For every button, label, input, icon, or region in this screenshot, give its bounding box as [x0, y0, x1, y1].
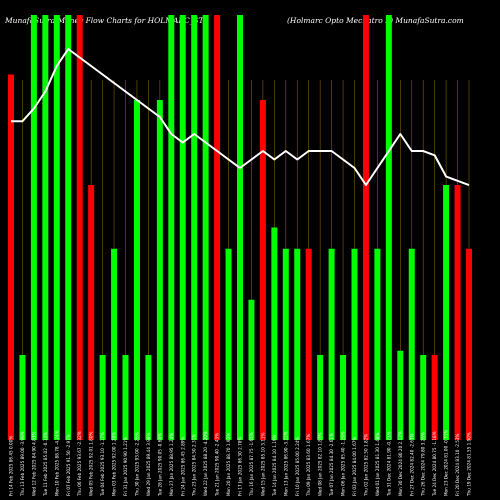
x-tick-label: Fri 03 Jan 2025 84.00 1.67% — [352, 437, 357, 496]
bar — [294, 248, 301, 440]
x-tick-label: Thu 09 Jan 2025 83.60 1.67% — [306, 434, 311, 497]
x-tick-label: Tue 14 Jan 2025 84.10 1.19% — [272, 434, 277, 497]
bar — [271, 227, 278, 440]
x-tick-label: Thu 13 Feb 2025 89.00 -3.99% — [20, 431, 25, 497]
bar — [351, 248, 358, 440]
bar — [202, 15, 209, 440]
bar — [282, 248, 289, 440]
x-tick-label: Fri 07 Feb 2025 91.50 -2.97% — [66, 434, 71, 496]
x-tick-label: Tue 07 Jan 2025 84.30 -2.61% — [329, 433, 334, 497]
x-tick-label: Mon 13 Jan 2025 86.90 -3.22% — [283, 431, 288, 496]
x-tick-label: Wed 22 Jan 2025 88.20 -4.20% — [203, 431, 208, 496]
x-tick-label: Thu 19 Dec 2024 81.55 1.90% — [467, 432, 472, 497]
chart-title: MunafaSutra Money Flow Charts for HOLMAR… — [5, 16, 204, 25]
x-tick-label: Mon 23 Dec 2024 81.00 -0.31% — [444, 430, 449, 496]
bar — [19, 355, 26, 440]
x-tick-label: Tue 11 Feb 2025 85.02 -0.14% — [43, 432, 48, 497]
x-tick-label: Fri 14 Feb 2025 86.45 0.00% — [9, 436, 14, 496]
x-tick-label: Tue 04 Feb 2025 93.10 -1.17% — [100, 432, 105, 497]
x-tick-label: Thu 23 Jan 2025 84.50 2.31% — [192, 434, 197, 497]
bar — [385, 15, 392, 440]
x-tick-label: Wed 15 Jan 2025 85.10 3.11% — [260, 432, 265, 496]
x-tick-label: Tue 24 Dec 2024 80.75 -1.18% — [432, 431, 437, 497]
bar — [225, 248, 232, 440]
x-tick-label: Mon 27 Jan 2025 88.95 1.24% — [169, 433, 174, 496]
bar — [156, 100, 163, 440]
x-tick-label: Fri 24 Jan 2025 86.45 2.89% — [180, 437, 185, 496]
x-tick-label: Mon 20 Jan 2025 88.70 1.92% — [226, 433, 231, 496]
x-tick-label: Wed 12 Feb 2025 84.90 4.83% — [31, 432, 36, 496]
x-tick-label: Thu 02 Jan 2025 82.50 1.82% — [363, 434, 368, 497]
x-tick-label: Mon 03 Feb 2025 92.00 1.20% — [112, 432, 117, 496]
bar — [122, 355, 129, 440]
x-tick-label: Thu 30 Jan 2025 93.00 -2.26% — [134, 432, 139, 497]
bar — [99, 355, 106, 440]
bar — [317, 355, 324, 440]
x-tick-label: Mon 10 Feb 2025 88.78 -4.24% — [54, 430, 59, 496]
bar — [340, 355, 347, 440]
x-tick-label: Tue 31 Dec 2024 81.90 -0.73% — [386, 431, 391, 497]
bar — [168, 15, 175, 440]
x-tick-label: Thu 06 Feb 2025 93.67 -2.32% — [77, 431, 82, 497]
bar — [65, 15, 72, 440]
bar — [466, 248, 472, 440]
x-tick-label: Tue 21 Jan 2025 90.40 -2.43% — [215, 433, 220, 497]
x-tick-label: Wed 05 Feb 2025 92.01 1.80% — [89, 432, 94, 496]
money-flow-line — [11, 48, 470, 186]
bar — [111, 248, 118, 440]
bar — [443, 185, 450, 440]
bar — [362, 15, 369, 440]
bar — [397, 350, 404, 440]
bar — [248, 299, 255, 440]
bar — [30, 15, 37, 440]
x-tick-label: Wed 08 Jan 2025 82.10 1.83% — [318, 432, 323, 496]
bar — [145, 355, 152, 440]
x-axis-labels: Fri 14 Feb 2025 86.45 0.00% Thu 13 Feb 20… — [9, 430, 472, 497]
bar — [431, 355, 438, 440]
bar — [179, 15, 186, 440]
bar — [8, 74, 14, 440]
bar — [454, 185, 461, 440]
x-tick-label: Fri 27 Dec 2024 82.40 -2.67% — [409, 433, 414, 496]
bar — [374, 248, 381, 440]
bar — [420, 355, 427, 440]
bar — [88, 185, 95, 440]
x-tick-label: Thu 26 Dec 2024 79.80 3.26% — [421, 432, 426, 497]
bar — [328, 248, 335, 440]
bar — [42, 15, 49, 440]
bar — [191, 15, 198, 440]
bar — [259, 100, 266, 440]
chart-subtitle: (Holmarc Opto Mechatro L) MunafaSutra.co… — [287, 16, 464, 25]
bar — [133, 100, 140, 440]
bar — [53, 15, 60, 440]
x-tick-label: Fri 20 Dec 2024 83.10 -2.53% — [455, 433, 460, 496]
x-tick-label: Wed 29 Jan 2025 89.44 3.98% — [146, 432, 151, 496]
x-tick-label: Tue 28 Jan 2025 90.05 -0.68% — [157, 433, 162, 497]
x-tick-label: Fri 10 Jan 2025 85.00 2.24% — [295, 437, 300, 496]
x-tick-label: Mon 06 Jan 2025 85.40 -1.29% — [341, 431, 346, 496]
x-tick-label: Fri 17 Jan 2025 86.30 2.78% — [238, 437, 243, 496]
bar — [76, 15, 83, 440]
x-tick-label: Mon 30 Dec 2024 80.20 2.12% — [398, 431, 403, 496]
x-tick-label: Fri 31 Jan 2025 90.90 1.21% — [123, 437, 128, 496]
bar — [305, 248, 312, 440]
bar — [214, 15, 221, 440]
x-tick-label: Wed 01 Jan 2025 81.30 1.48% — [375, 432, 380, 496]
bar — [237, 15, 243, 440]
bar-series — [8, 15, 472, 440]
bar — [408, 248, 415, 440]
x-tick-label: Thu 16 Jan 2025 87.75 -1.65% — [249, 432, 254, 497]
